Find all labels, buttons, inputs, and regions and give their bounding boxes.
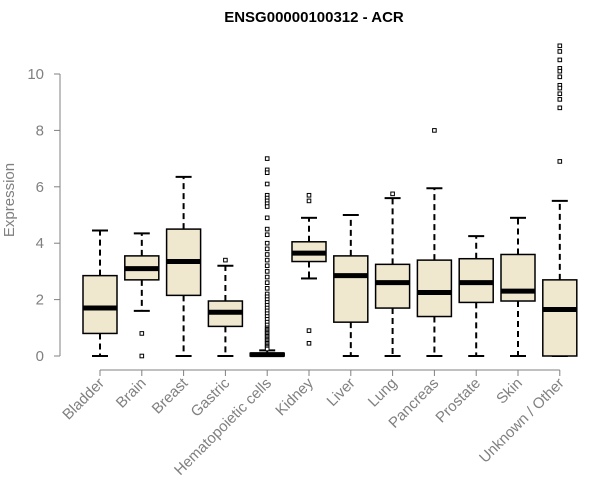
iqr-box bbox=[82, 274, 118, 335]
y-tick-label: 4 bbox=[36, 235, 44, 252]
box-2 bbox=[165, 175, 202, 357]
y-tick-label: 10 bbox=[27, 66, 44, 83]
box-5 bbox=[291, 192, 327, 346]
outlier-point bbox=[390, 191, 395, 197]
outlier-point bbox=[264, 181, 270, 187]
y-axis: 0 2 4 6 8 10 bbox=[27, 66, 61, 365]
outlier-point bbox=[557, 74, 563, 80]
y-tick-label: 0 bbox=[36, 348, 44, 365]
x-tick-label: Lung bbox=[365, 375, 401, 411]
iqr-box bbox=[500, 253, 536, 302]
box-9 bbox=[458, 235, 494, 357]
outlier-point bbox=[557, 97, 563, 102]
outlier-point bbox=[264, 204, 270, 209]
outlier-point bbox=[264, 263, 270, 269]
outlier-point bbox=[264, 156, 270, 161]
box-7 bbox=[374, 191, 411, 357]
outlier-point bbox=[264, 226, 270, 232]
outlier-point bbox=[557, 57, 563, 63]
y-tick-label: 2 bbox=[36, 292, 44, 309]
box-1 bbox=[124, 232, 160, 359]
outlier-point bbox=[264, 269, 270, 274]
outlier-point bbox=[264, 215, 270, 221]
outlier-point bbox=[223, 257, 228, 263]
outlier-point bbox=[264, 232, 270, 238]
outlier-point bbox=[306, 328, 312, 333]
outlier-point bbox=[264, 286, 270, 291]
outlier-point bbox=[557, 49, 563, 54]
outlier-point bbox=[557, 105, 563, 111]
x-tick-label: Breast bbox=[149, 374, 192, 417]
outlier-point bbox=[306, 341, 312, 346]
chart-title: ENSG00000100312 - ACR bbox=[224, 9, 404, 26]
outlier-point bbox=[264, 246, 270, 252]
outlier-point bbox=[557, 85, 563, 91]
outlier-point bbox=[557, 68, 563, 74]
box-8 bbox=[416, 128, 453, 357]
outlier-point bbox=[432, 128, 437, 133]
outlier-point bbox=[264, 252, 270, 257]
x-tick-label: Brain bbox=[113, 375, 150, 412]
outlier-point bbox=[557, 159, 563, 164]
iqr-box bbox=[333, 255, 369, 323]
outlier-point bbox=[264, 280, 270, 285]
iqr-box bbox=[542, 279, 578, 357]
outlier-point bbox=[139, 353, 145, 359]
outlier-point bbox=[264, 240, 270, 246]
x-tick-label: Kidney bbox=[272, 374, 317, 419]
box-11 bbox=[542, 43, 578, 357]
y-axis-label: Expression bbox=[1, 163, 18, 237]
box-3 bbox=[207, 257, 244, 357]
outlier-point bbox=[264, 346, 270, 352]
box-6 bbox=[333, 214, 369, 357]
y-tick-label: 6 bbox=[36, 179, 44, 196]
x-tick-label: Skin bbox=[493, 375, 526, 408]
outlier-point bbox=[306, 198, 312, 204]
y-tick-label: 8 bbox=[36, 122, 44, 139]
box-10 bbox=[500, 216, 536, 357]
outlier-point bbox=[139, 331, 145, 336]
outlier-point bbox=[557, 91, 563, 97]
iqr-box bbox=[416, 259, 453, 318]
box-0 bbox=[82, 229, 118, 357]
x-tick-label: Liver bbox=[324, 375, 359, 410]
x-tick-label: Prostate bbox=[432, 375, 484, 427]
outlier-point bbox=[264, 274, 270, 280]
x-tick-label: Bladder bbox=[59, 375, 108, 424]
outlier-point bbox=[557, 43, 563, 49]
boxes bbox=[82, 43, 578, 359]
box-4 bbox=[249, 156, 285, 358]
outlier-point bbox=[306, 192, 312, 198]
outlier-point bbox=[264, 170, 270, 175]
iqr-box bbox=[374, 263, 411, 309]
outlier-point bbox=[264, 257, 270, 263]
